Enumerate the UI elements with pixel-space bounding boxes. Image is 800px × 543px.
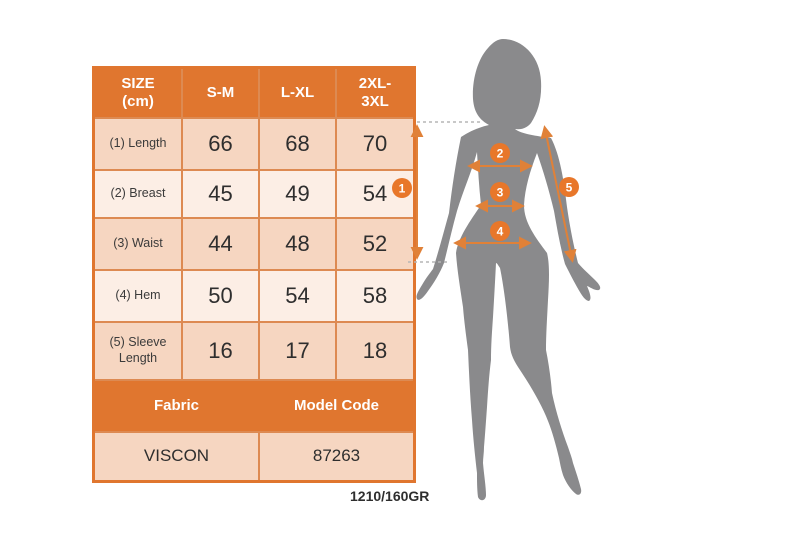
fabric-value-row: VISCON 87263 — [92, 430, 416, 483]
marker-2: 2 — [490, 143, 510, 163]
cell-sleeve-sm: 16 — [181, 320, 260, 381]
cell-breast-lxl: 49 — [258, 168, 337, 219]
measurement-diagram: 1 2 3 4 5 — [392, 39, 601, 501]
col-header-2xl-3xl: 2XL- 3XL — [335, 66, 416, 119]
col-header-l-xl: L-XL — [258, 66, 337, 119]
marker-1-label: 1 — [399, 182, 406, 196]
row-label-hem: (4) Hem — [92, 268, 183, 323]
weight-note: 1210/160GR — [350, 488, 430, 504]
cell-waist-lxl: 48 — [258, 216, 337, 271]
marker-3-label: 3 — [497, 186, 504, 200]
marker-2-label: 2 — [497, 147, 504, 161]
marker-1-circle — [392, 178, 412, 198]
marker-3: 3 — [490, 182, 510, 202]
col-header-s-m: S-M — [181, 66, 260, 119]
cell-sleeve-2xl3xl: 18 — [335, 320, 416, 381]
cell-hem-sm: 50 — [181, 268, 260, 323]
marker-3-circle — [490, 182, 510, 202]
fabric-value-cell: VISCON — [92, 430, 260, 483]
row-label-sleeve-length: (5) Sleeve Length — [92, 320, 183, 381]
sleeve-arrow — [540, 125, 577, 263]
cell-hem-2xl3xl: 58 — [335, 268, 416, 323]
cell-length-sm: 66 — [181, 116, 260, 171]
fabric-header-cell: Fabric — [92, 378, 260, 433]
row-label-length: (1) Length — [92, 116, 183, 171]
table-row-length: (1) Length 66 68 70 — [92, 116, 416, 171]
marker-5-circle — [559, 177, 579, 197]
row-label-waist: (3) Waist — [92, 216, 183, 271]
fabric-header-row: Fabric Model Code — [92, 378, 416, 433]
table-row-hem: (4) Hem 50 54 58 — [92, 268, 416, 323]
size-table-header-row: SIZE (cm) S-M L-XL 2XL- 3XL — [92, 66, 416, 119]
table-row-waist: (3) Waist 44 48 52 — [92, 216, 416, 271]
cell-breast-sm: 45 — [181, 168, 260, 219]
female-body-silhouette — [416, 39, 601, 501]
model-code-value-cell: 87263 — [258, 430, 416, 483]
cell-waist-2xl3xl: 52 — [335, 216, 416, 271]
cell-length-lxl: 68 — [258, 116, 337, 171]
marker-1: 1 — [392, 178, 412, 198]
cell-waist-sm: 44 — [181, 216, 260, 271]
model-code-header-cell: Model Code — [258, 378, 416, 433]
cell-sleeve-lxl: 17 — [258, 320, 337, 381]
marker-5-label: 5 — [566, 181, 573, 195]
marker-2-circle — [490, 143, 510, 163]
size-unit-header-cell: SIZE (cm) — [92, 66, 183, 119]
size-table: SIZE (cm) S-M L-XL 2XL- 3XL (1) Length 6… — [92, 66, 416, 483]
cell-length-2xl3xl: 70 — [335, 116, 416, 171]
marker-4: 4 — [490, 221, 510, 241]
table-row-breast: (2) Breast 45 49 54 — [92, 168, 416, 219]
table-row-sleeve-length: (5) Sleeve Length 16 17 18 — [92, 320, 416, 381]
marker-5: 5 — [559, 177, 579, 197]
marker-4-label: 4 — [497, 225, 504, 239]
cell-hem-lxl: 54 — [258, 268, 337, 323]
marker-4-circle — [490, 221, 510, 241]
row-label-breast: (2) Breast — [92, 168, 183, 219]
